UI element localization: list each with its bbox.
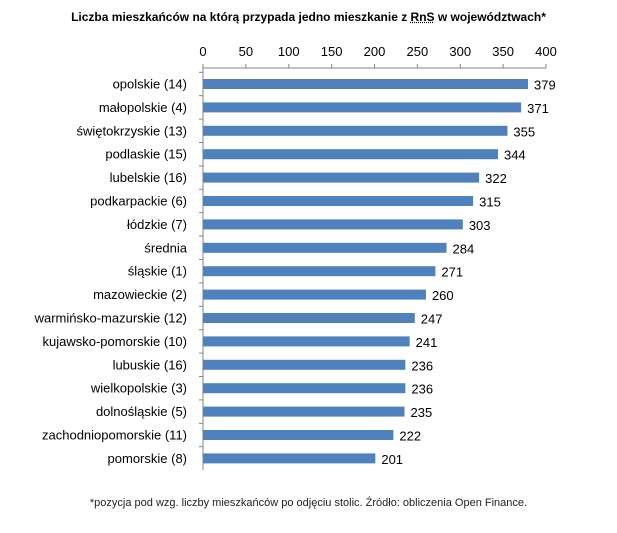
data-label: 284	[453, 241, 475, 256]
data-label: 271	[441, 265, 463, 280]
bar	[203, 196, 474, 206]
category-label: podkarpackie (6)	[90, 194, 187, 209]
category-label: świętokrzyskie (13)	[76, 123, 187, 138]
category-label: podlaskie (15)	[105, 147, 187, 162]
bar	[203, 125, 508, 136]
bar	[203, 383, 406, 394]
bar	[203, 266, 436, 277]
x-tick-label: 350	[492, 44, 514, 59]
bar	[203, 336, 410, 347]
chart-footnote: *pozycja pod wzg. liczby mieszkańców po …	[89, 497, 528, 509]
bar	[203, 102, 522, 113]
bar	[203, 289, 426, 300]
bar	[203, 149, 498, 160]
x-tick-label: 0	[199, 44, 206, 59]
category-label: pomorskie (8)	[108, 451, 187, 466]
x-tick-label: 300	[449, 44, 471, 59]
x-tick-label: 150	[321, 44, 343, 59]
data-label: 355	[513, 124, 535, 139]
data-label: 236	[411, 358, 433, 373]
category-label: opolskie (14)	[113, 77, 187, 92]
category-label: średnia	[144, 240, 187, 255]
title-part-1: Liczba mieszkańców na którą przypada jed…	[71, 10, 411, 24]
data-label: 315	[479, 195, 501, 210]
bar	[203, 79, 528, 89]
data-label: 260	[432, 288, 454, 303]
x-tick-label: 50	[239, 44, 253, 59]
bar	[203, 453, 376, 464]
data-label: 247	[421, 312, 443, 327]
data-label: 236	[411, 382, 433, 397]
data-label: 201	[381, 452, 403, 467]
data-label: 235	[411, 405, 433, 420]
category-label: kujawsko-pomorskie (10)	[43, 334, 188, 349]
x-tick-label: 100	[278, 44, 300, 59]
bar	[203, 313, 415, 323]
title-part-rns: RnS	[410, 10, 435, 24]
category-label: małopolskie (4)	[99, 100, 187, 115]
title-part-3: w województwach*	[434, 10, 546, 24]
category-label: mazowieckie (2)	[93, 287, 187, 302]
data-label: 322	[485, 171, 507, 186]
category-label: wielkopolskie (3)	[90, 381, 187, 396]
x-tick-label: 400	[535, 44, 557, 59]
data-label: 344	[504, 148, 526, 163]
x-tick-label: 250	[407, 44, 429, 59]
data-label: 379	[534, 78, 556, 93]
category-label: dolnośląskie (5)	[96, 404, 187, 419]
bar	[203, 430, 394, 440]
bar	[203, 406, 405, 417]
bar	[203, 172, 480, 183]
bar	[203, 359, 406, 370]
data-label: 303	[469, 218, 491, 233]
category-label: warmińsko-mazurskie (12)	[34, 311, 187, 326]
category-label: lubelskie (16)	[110, 170, 187, 185]
chart-title: Liczba mieszkańców na którą przypada jed…	[0, 10, 617, 24]
category-label: zachodniopomorskie (11)	[42, 428, 187, 443]
bar	[203, 242, 447, 253]
bar	[203, 219, 463, 230]
category-label: śląskie (1)	[128, 264, 187, 279]
data-label: 222	[399, 429, 421, 444]
data-label: 241	[416, 335, 438, 350]
x-tick-label: 200	[364, 44, 386, 59]
category-label: łódzkie (7)	[127, 217, 187, 232]
category-label: lubuskie (16)	[113, 357, 187, 372]
data-label: 371	[527, 101, 549, 116]
